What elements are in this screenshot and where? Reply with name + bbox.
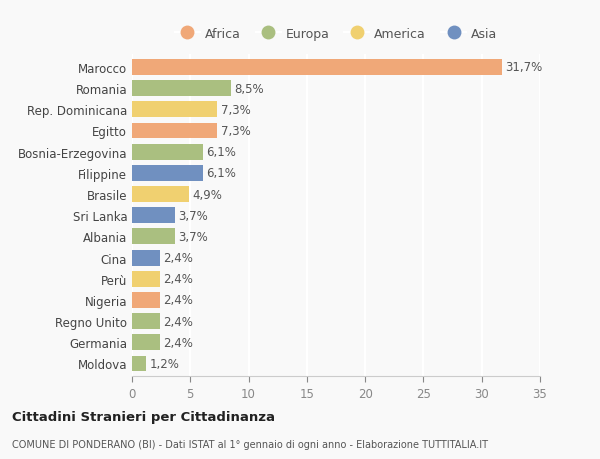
Bar [132,145,203,160]
Bar [132,356,146,372]
Bar [132,271,160,287]
Text: 31,7%: 31,7% [505,62,542,74]
Bar [132,292,160,308]
Bar [132,166,203,181]
Text: 4,9%: 4,9% [193,188,223,201]
Text: 2,4%: 2,4% [163,273,193,285]
Bar [132,313,160,330]
Bar [132,335,160,351]
Bar [132,229,175,245]
Bar [132,123,217,139]
Text: Cittadini Stranieri per Cittadinanza: Cittadini Stranieri per Cittadinanza [12,410,275,423]
Text: 6,1%: 6,1% [206,167,236,180]
Bar [132,102,217,118]
Text: 2,4%: 2,4% [163,252,193,264]
Text: 2,4%: 2,4% [163,294,193,307]
Text: 3,7%: 3,7% [179,209,208,222]
Text: 7,3%: 7,3% [221,104,250,117]
Text: 6,1%: 6,1% [206,146,236,159]
Bar [132,250,160,266]
Text: 1,2%: 1,2% [149,357,179,370]
Bar [132,208,175,224]
Bar [132,60,502,76]
Legend: Africa, Europa, America, Asia: Africa, Europa, America, Asia [170,23,502,46]
Text: 2,4%: 2,4% [163,336,193,349]
Text: 3,7%: 3,7% [179,230,208,243]
Text: 8,5%: 8,5% [235,83,264,95]
Bar [132,81,231,97]
Text: 7,3%: 7,3% [221,125,250,138]
Text: 2,4%: 2,4% [163,315,193,328]
Bar [132,187,189,202]
Text: COMUNE DI PONDERANO (BI) - Dati ISTAT al 1° gennaio di ogni anno - Elaborazione : COMUNE DI PONDERANO (BI) - Dati ISTAT al… [12,440,488,449]
